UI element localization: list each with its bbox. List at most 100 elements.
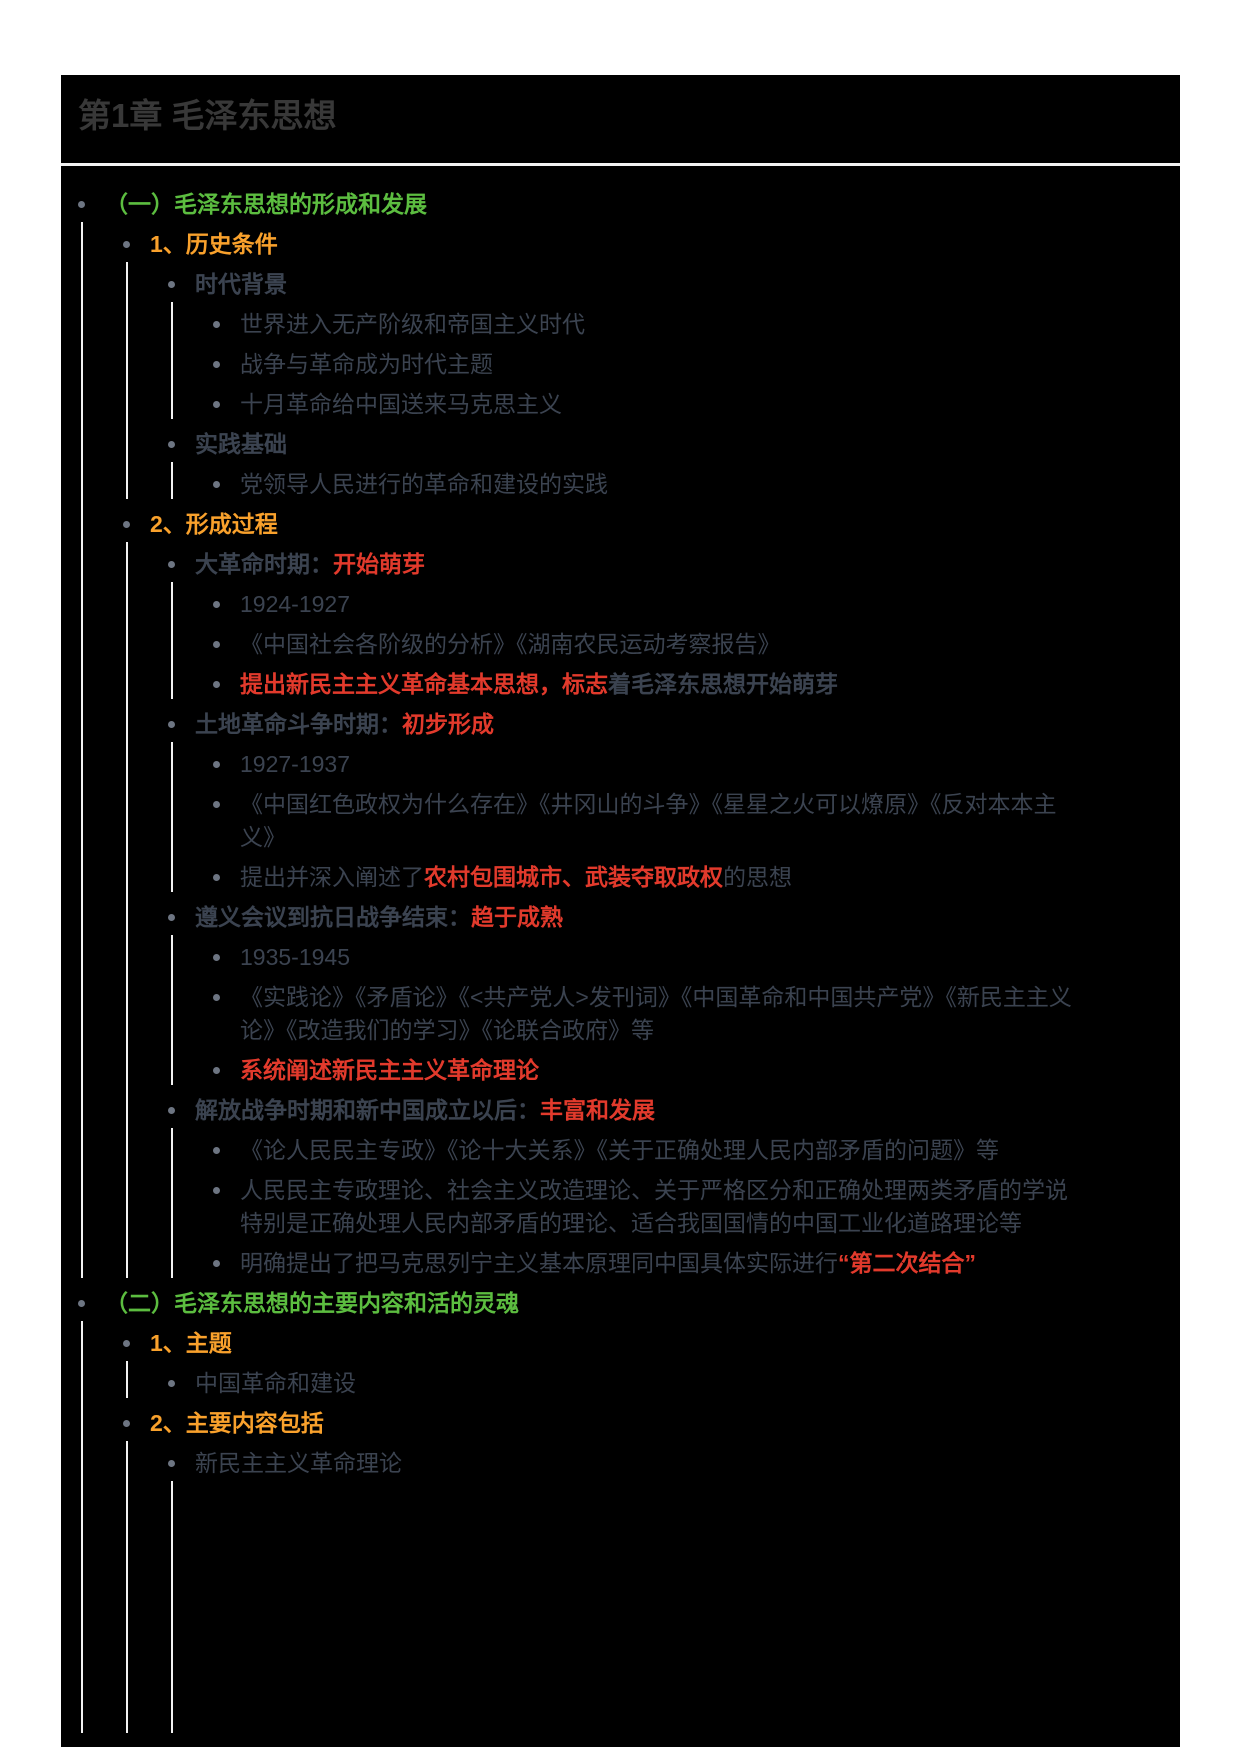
outline-text[interactable]: 《中国社会各阶级的分析》《湖南农民运动考察报告》 — [240, 628, 1090, 661]
outline-text[interactable]: 《中国红色政权为什么存在》《井冈山的斗争》《星星之火可以燎原》《反对本本主义》 — [240, 788, 1090, 854]
outline-text[interactable]: 1、历史条件 — [150, 228, 1090, 261]
bullet-icon[interactable] — [123, 240, 130, 248]
outline-text[interactable]: 系统阐述新民主主义革命理论 — [240, 1054, 1090, 1087]
bullet-column — [168, 548, 195, 581]
bullet-icon[interactable] — [168, 280, 175, 288]
bullet-column — [213, 788, 240, 854]
outline-text[interactable]: 世界进入无产阶级和帝国主义时代 — [240, 308, 1090, 341]
bullet-icon[interactable] — [123, 1339, 130, 1347]
bullet-icon[interactable] — [213, 1146, 220, 1154]
outline-node: 《中国社会各阶级的分析》《湖南农民运动考察报告》 — [213, 624, 1090, 664]
outline-text[interactable]: 时代背景 — [195, 268, 1090, 301]
bullet-icon[interactable] — [78, 1299, 85, 1307]
bullet-icon[interactable] — [168, 1459, 175, 1467]
outline-text[interactable]: （一）毛泽东思想的形成和发展 — [105, 188, 1090, 221]
bullet-icon[interactable] — [213, 640, 220, 648]
bullet-column — [213, 628, 240, 661]
bullet-column — [213, 388, 240, 421]
bullet-icon[interactable] — [213, 873, 220, 881]
bullet-column — [213, 588, 240, 621]
bullet-icon[interactable] — [213, 320, 220, 328]
outline-children: 1、主题中国革命和建设 2、主要内容包括新民主主义革命理论 — [80, 1321, 1090, 1738]
outline-text[interactable]: 十月革命给中国送来马克思主义 — [240, 388, 1090, 421]
bullet-icon[interactable] — [168, 1106, 175, 1114]
outline-text[interactable]: 大革命时期：开始萌芽 — [195, 548, 1090, 581]
outline-text[interactable]: 1、主题 — [150, 1327, 1090, 1360]
bullet-icon[interactable] — [168, 720, 175, 728]
bullet-icon[interactable] — [213, 760, 220, 768]
bullet-icon[interactable] — [213, 600, 220, 608]
bullet-icon[interactable] — [213, 800, 220, 808]
text-segment: 中国革命和建设 — [195, 1369, 356, 1396]
text-segment: 《中国红色政权为什么存在》《井冈山的斗争》《星星之火可以燎原》《反对本本主义》 — [240, 790, 1057, 850]
outline-row: 遵义会议到抗日战争结束：趋于成熟 — [168, 897, 1090, 937]
outline-text[interactable]: 提出并深入阐述了农村包围城市、武装夺取政权的思想 — [240, 861, 1090, 894]
outline-text[interactable]: 中国革命和建设 — [195, 1367, 1090, 1400]
outline-row: （一）毛泽东思想的形成和发展 — [78, 184, 1090, 224]
outline-children: 1、历史条件时代背景世界进入无产阶级和帝国主义时代 战争与革命成为时代主题 十月革命… — [80, 222, 1090, 1283]
outline-node: 中国革命和建设 — [168, 1363, 1090, 1403]
outline-children: 1927-1937 《中国红色政权为什么存在》《井冈山的斗争》《星星之火可以燎原》… — [170, 742, 1090, 897]
outline-text[interactable]: 1924-1927 — [240, 588, 1090, 621]
bullet-icon[interactable] — [168, 913, 175, 921]
outline-row: 《实践论》《矛盾论》《<共产党人>发刊词》《中国革命和中国共产党》《新民主主义论… — [213, 977, 1090, 1050]
outline-node: 提出新民主主义革命基本思想，标志着毛泽东思想开始萌芽 — [213, 664, 1090, 704]
outline-text[interactable]: 1935-1945 — [240, 941, 1090, 974]
bullet-column — [213, 1247, 240, 1280]
text-segment: 《中国社会各阶级的分析》《湖南农民运动考察报告》 — [240, 630, 781, 657]
bullet-column — [168, 708, 195, 741]
bullet-icon[interactable] — [213, 480, 220, 488]
text-segment: 着毛泽东思想开始萌芽 — [608, 670, 838, 697]
outline-text[interactable]: 提出新民主主义革命基本思想，标志着毛泽东思想开始萌芽 — [240, 668, 1090, 701]
text-segment: 农村包围城市、武装夺取政权 — [424, 863, 723, 890]
bullet-icon[interactable] — [123, 520, 130, 528]
text-segment: 提出并深入阐述了 — [240, 863, 424, 890]
bullet-column — [78, 188, 105, 221]
outline-text[interactable]: 党领导人民进行的革命和建设的实践 — [240, 468, 1090, 501]
outline-row: 1927-1937 — [213, 744, 1090, 784]
outline-row: （二）毛泽东思想的主要内容和活的灵魂 — [78, 1283, 1090, 1323]
bullet-icon[interactable] — [213, 993, 220, 1001]
outline-root: （一）毛泽东思想的形成和发展 1、历史条件 时代背景 世界进入无产阶级和帝国主义时代战… — [61, 166, 1180, 1738]
bullet-column — [168, 901, 195, 934]
bullet-icon[interactable] — [168, 440, 175, 448]
bullet-icon[interactable] — [213, 1066, 220, 1074]
outline-text[interactable]: 1927-1937 — [240, 748, 1090, 781]
outline-node: 党领导人民进行的革命和建设的实践 — [213, 464, 1090, 504]
bullet-icon[interactable] — [213, 400, 220, 408]
bullet-icon[interactable] — [168, 1379, 175, 1387]
text-segment: 新民主主义革命理论 — [195, 1449, 402, 1476]
outline-node: 时代背景世界进入无产阶级和帝国主义时代 战争与革命成为时代主题 十月革命给中国送来马… — [168, 264, 1090, 424]
bullet-icon[interactable] — [123, 1419, 130, 1427]
outline-text[interactable]: 新民主主义革命理论 — [195, 1447, 1090, 1480]
bullet-icon[interactable] — [213, 680, 220, 688]
text-segment: 1927-1937 — [240, 750, 350, 777]
outline-row: 1、主题 — [123, 1323, 1090, 1363]
outline-text[interactable]: 明确提出了把马克思列宁主义基本原理同中国具体实际进行“第二次结合” — [240, 1247, 1090, 1280]
outline-children: 新民主主义革命理论 — [125, 1441, 1090, 1738]
bullet-icon[interactable] — [213, 1259, 220, 1267]
bullet-icon[interactable] — [213, 360, 220, 368]
outline-text[interactable]: 2、形成过程 — [150, 508, 1090, 541]
outline-node: 系统阐述新民主主义革命理论 — [213, 1050, 1090, 1090]
bullet-icon[interactable] — [213, 953, 220, 961]
outline-node: 十月革命给中国送来马克思主义 — [213, 384, 1090, 424]
outline-text[interactable]: 解放战争时期和新中国成立以后：丰富和发展 — [195, 1094, 1090, 1127]
document-title[interactable]: 第1章 毛泽东思想 — [78, 97, 337, 134]
outline-row: 十月革命给中国送来马克思主义 — [213, 384, 1090, 424]
bullet-icon[interactable] — [213, 1186, 220, 1194]
outline-children: 中国革命和建设 — [125, 1361, 1090, 1403]
outline-row: 提出新民主主义革命基本思想，标志着毛泽东思想开始萌芽 — [213, 664, 1090, 704]
outline-text[interactable]: 战争与革命成为时代主题 — [240, 348, 1090, 381]
outline-text[interactable]: 《论人民民主专政》《论十大关系》《关于正确处理人民内部矛盾的问题》等 — [240, 1134, 1090, 1167]
outline-text[interactable]: 人民民主专政理论、社会主义改造理论、关于严格区分和正确处理两类矛盾的学说特别是正… — [240, 1174, 1090, 1240]
outline-text[interactable]: 土地革命斗争时期：初步形成 — [195, 708, 1090, 741]
bullet-icon[interactable] — [78, 200, 85, 208]
outline-text[interactable]: 遵义会议到抗日战争结束：趋于成熟 — [195, 901, 1090, 934]
outline-text[interactable]: 2、主要内容包括 — [150, 1407, 1090, 1440]
outline-text[interactable]: （二）毛泽东思想的主要内容和活的灵魂 — [105, 1287, 1090, 1320]
outline-text[interactable]: 实践基础 — [195, 428, 1090, 461]
bullet-icon[interactable] — [168, 560, 175, 568]
outline-row: 时代背景 — [168, 264, 1090, 304]
outline-text[interactable]: 《实践论》《矛盾论》《<共产党人>发刊词》《中国革命和中国共产党》《新民主主义论… — [240, 981, 1090, 1047]
